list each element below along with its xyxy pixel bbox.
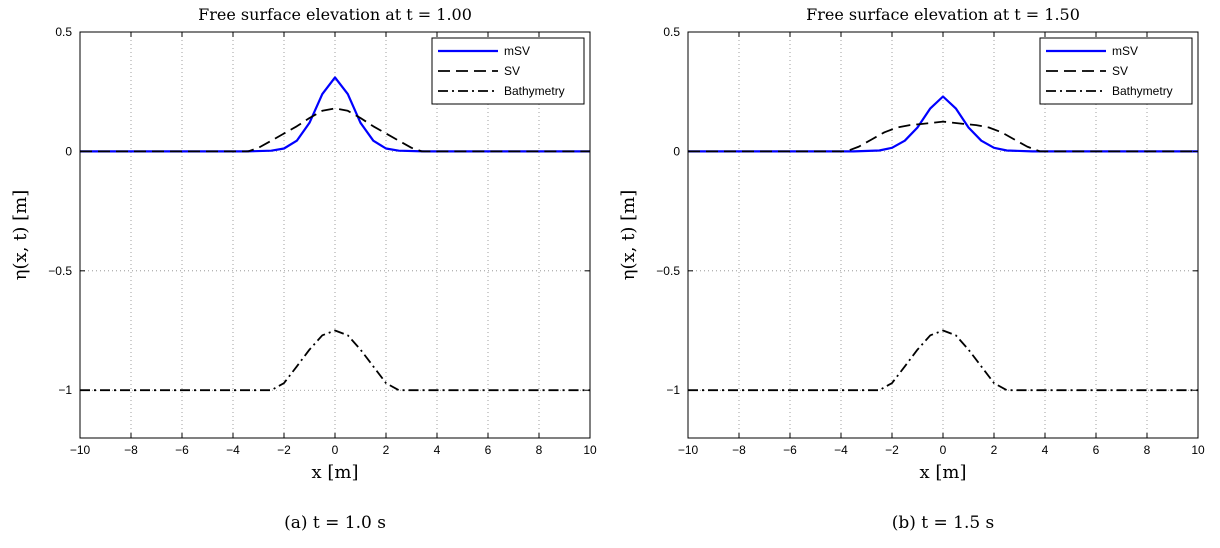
y-tick-label: −1 <box>58 383 72 397</box>
x-tick-label: 2 <box>991 443 998 457</box>
x-tick-label: 6 <box>1093 443 1100 457</box>
panel-b: −10 −8 −6 −4 −2 0 2 4 6 8 10 0.5 0 −0.5 −1 Free surface… <box>618 5 1205 533</box>
series-line-sv <box>80 107 590 153</box>
x-tick-label: 8 <box>536 443 543 457</box>
x-tick-label: 8 <box>1144 443 1151 457</box>
y-tick-label: 0.5 <box>663 25 680 39</box>
y-axis-label: η(x, t) [m] <box>10 190 31 281</box>
legend-label: SV <box>1112 64 1128 78</box>
x-axis-label: x [m] <box>312 462 359 483</box>
x-tick-label: −6 <box>783 443 797 457</box>
series-line-bathymetry <box>688 329 1198 392</box>
series-line-sv <box>688 120 1198 153</box>
y-tick-label: −0.5 <box>48 264 72 278</box>
x-tick-label: 4 <box>1042 443 1049 457</box>
chart-title: Free surface elevation at t = 1.00 <box>198 5 472 24</box>
y-tick-label: 0 <box>65 144 72 158</box>
x-tick-label: 2 <box>383 443 390 457</box>
y-tick-label: 0 <box>673 144 680 158</box>
x-tick-label: −6 <box>175 443 189 457</box>
y-tick-label: 0.5 <box>55 25 72 39</box>
x-axis-label: x [m] <box>920 462 967 483</box>
x-tick-label: 0 <box>940 443 947 457</box>
x-tick-label: 10 <box>583 443 597 457</box>
x-tick-label: 4 <box>434 443 441 457</box>
series-line-msv <box>80 76 590 153</box>
chart-title: Free surface elevation at t = 1.50 <box>806 5 1080 24</box>
legend-label: mSV <box>1112 44 1138 58</box>
legend-label: Bathymetry <box>1112 84 1173 98</box>
x-tick-label: −8 <box>732 443 746 457</box>
x-tick-label: −4 <box>226 443 240 457</box>
y-axis-label: η(x, t) [m] <box>618 190 639 281</box>
figure-caption: (a) t = 1.0 s <box>284 513 386 533</box>
x-tick-label: 0 <box>332 443 339 457</box>
x-tick-label: −4 <box>834 443 848 457</box>
x-tick-label: −10 <box>678 443 699 457</box>
x-tick-label: −10 <box>70 443 91 457</box>
x-tick-label: −8 <box>124 443 138 457</box>
x-tick-label: 6 <box>485 443 492 457</box>
legend-label: SV <box>504 64 520 78</box>
series-line-msv <box>688 95 1198 153</box>
y-tick-label: −0.5 <box>656 264 680 278</box>
x-tick-label: −2 <box>277 443 291 457</box>
x-tick-label: −2 <box>885 443 899 457</box>
y-tick-label: −1 <box>666 383 680 397</box>
legend-label: Bathymetry <box>504 84 565 98</box>
x-tick-label: 10 <box>1191 443 1205 457</box>
panel-a: −10 −8 −6 −4 −2 0 2 4 6 8 10 0.5 0 −0.5 −1 Free surface… <box>10 5 597 533</box>
legend-label: mSV <box>504 44 530 58</box>
figure-caption: (b) t = 1.5 s <box>892 513 995 533</box>
series-line-bathymetry <box>80 329 590 392</box>
